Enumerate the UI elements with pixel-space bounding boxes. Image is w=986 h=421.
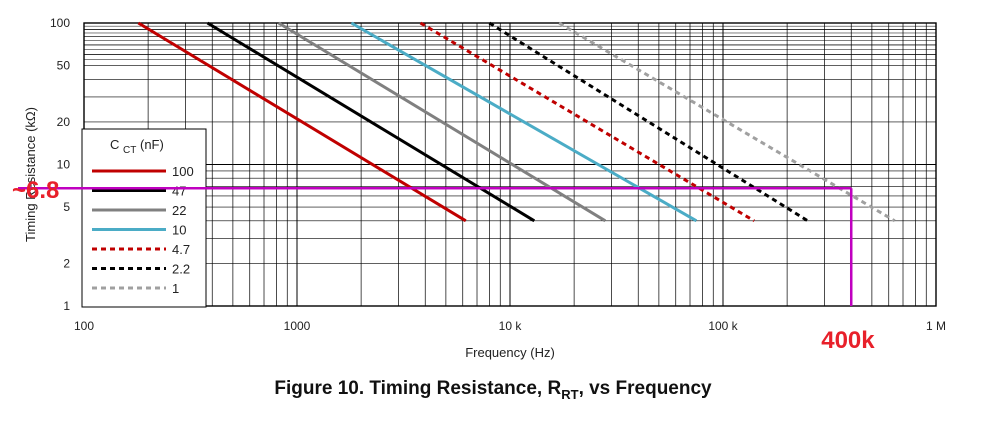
y-tick-label: 2: [63, 256, 70, 270]
caption-sub: RT: [561, 386, 579, 402]
legend-label: 4.7: [172, 242, 190, 257]
legend-label: 100: [172, 164, 194, 179]
annotation-y-label: ~6.8: [12, 177, 59, 204]
annotation-x-label: 400k: [821, 327, 875, 354]
legend-items: 100 47 22 10 4.7 2.2 1: [92, 164, 194, 296]
y-tick-labels: 100 50 20 10 5 2 1: [50, 16, 70, 313]
legend-title-sub: CT: [123, 145, 136, 156]
x-tick-labels: 100 1000 10 k 100 k 1 M: [74, 319, 946, 333]
y-tick-label: 20: [57, 115, 71, 129]
legend-label: 22: [172, 203, 186, 218]
legend: C CT (nF) 100 47 22 10 4.7 2.2 1: [81, 128, 207, 308]
series-line-4_7: [419, 21, 755, 223]
legend-label: 10: [172, 223, 186, 238]
y-tick-label: 1: [63, 299, 70, 313]
caption-suffix: , vs Frequency: [578, 378, 712, 399]
y-tick-label: 5: [63, 200, 70, 214]
y-axis-title: Timing Resistance (kΩ): [23, 107, 38, 242]
timing-resistance-chart: 100 1000 10 k 100 k 1 M 100 50 20 10 5 2 1 C CT (n…: [12, 16, 947, 360]
y-tick-label: 50: [57, 59, 71, 73]
y-tick-label: 10: [57, 158, 71, 172]
caption-prefix: Figure 10. Timing Resistance, R: [274, 378, 562, 399]
legend-label: 1: [172, 281, 179, 296]
x-tick-label: 1000: [284, 319, 311, 333]
legend-title-main: C: [110, 137, 119, 152]
y-tick-label: 100: [50, 16, 70, 30]
legend-label: 47: [172, 184, 186, 199]
x-tick-label: 100: [74, 319, 94, 333]
x-tick-label: 100 k: [708, 319, 738, 333]
annotation-layer: ~6.8 400k: [12, 177, 875, 354]
x-tick-label: 1 M: [926, 319, 946, 333]
legend-label: 2.2: [172, 262, 190, 277]
legend-title: C CT (nF): [110, 137, 164, 156]
legend-title-rest: (nF): [140, 137, 164, 152]
legend-box: [81, 128, 207, 308]
x-tick-label: 10 k: [499, 319, 523, 333]
x-axis-title: Frequency (Hz): [465, 345, 555, 360]
figure-caption: Figure 10. Timing Resistance, RRT, vs Fr…: [0, 378, 986, 402]
